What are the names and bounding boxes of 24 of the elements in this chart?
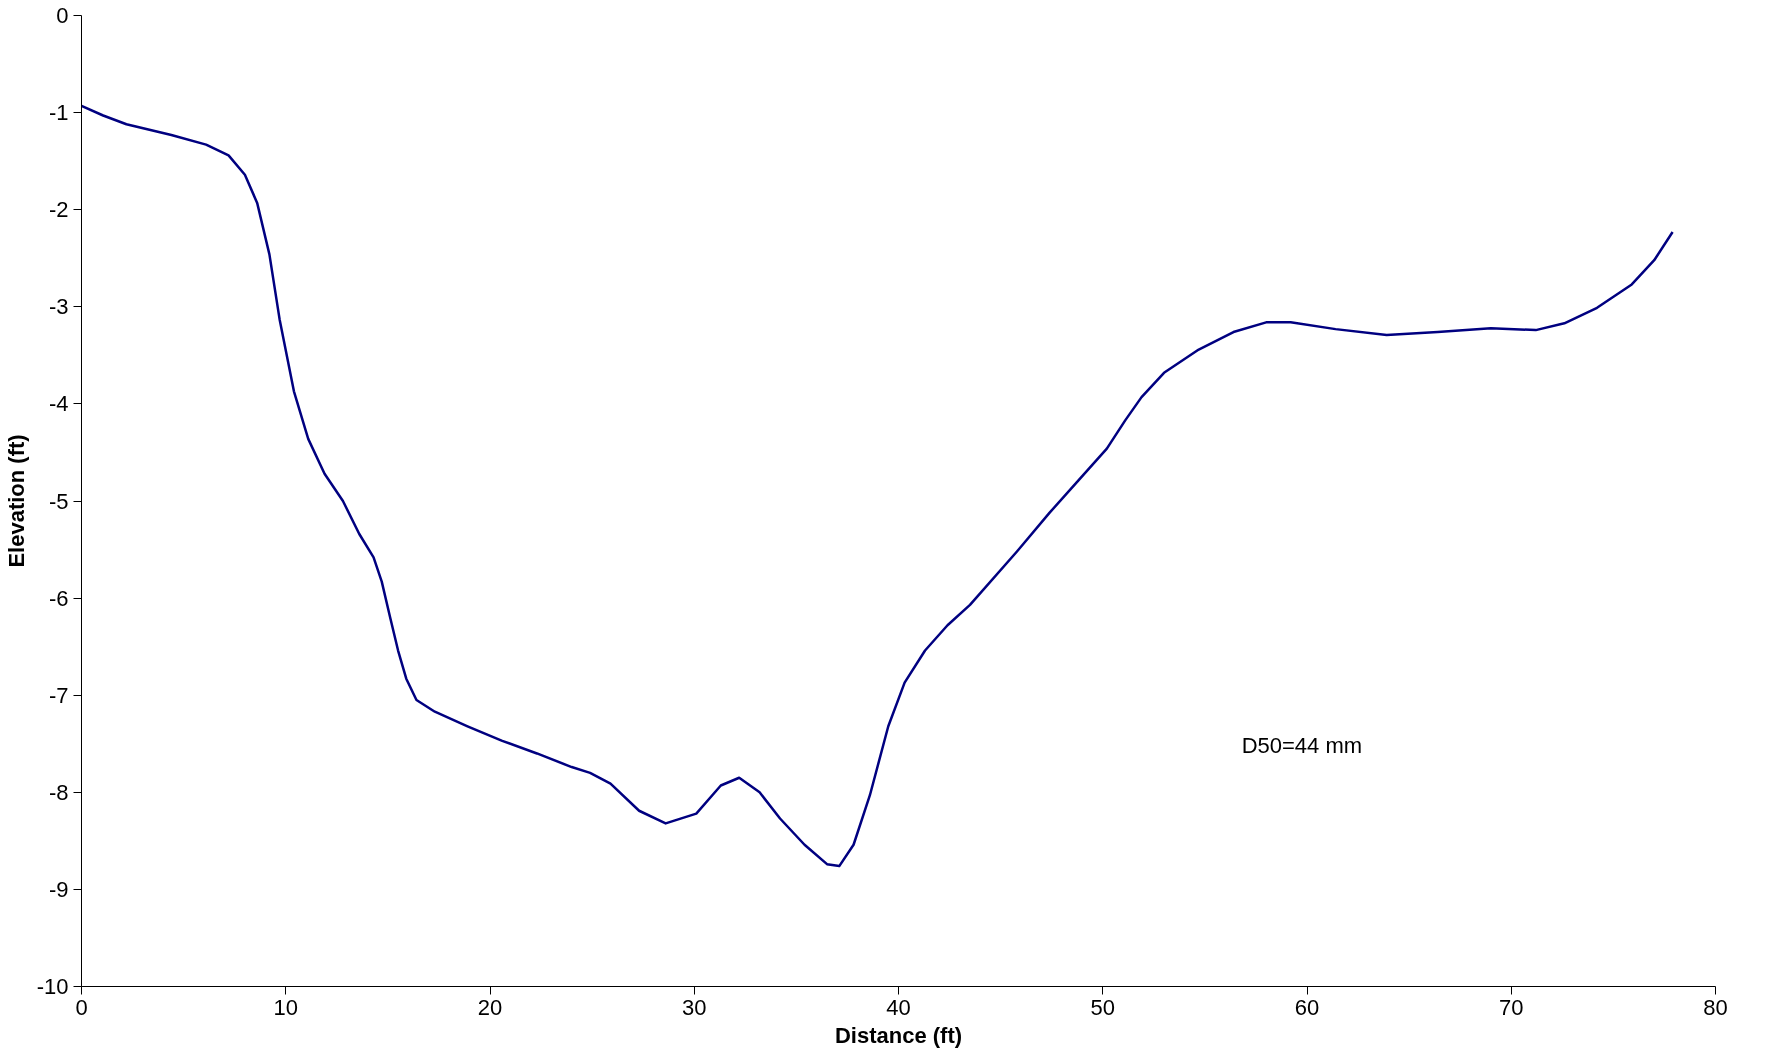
x-axis-title: Distance (ft) bbox=[834, 1022, 963, 1048]
x-tick-label: 50 bbox=[1090, 994, 1115, 1020]
y-tick-label: -7 bbox=[48, 682, 69, 708]
y-tick-label: -6 bbox=[48, 585, 69, 611]
y-tick-label: -8 bbox=[48, 779, 69, 805]
y-tick-label: -5 bbox=[48, 488, 69, 514]
y-tick-label: -9 bbox=[48, 876, 69, 902]
x-tick-label: 80 bbox=[1703, 994, 1728, 1020]
line-series bbox=[81, 104, 1674, 868]
y-tick-label: -2 bbox=[48, 197, 69, 223]
x-tick-label: 70 bbox=[1499, 994, 1524, 1020]
y-tick-label: -10 bbox=[36, 974, 69, 999]
y-tick-label: 0 bbox=[56, 3, 69, 28]
y-axis-title: Elevation (ft) bbox=[3, 434, 29, 568]
y-tick-label: -1 bbox=[48, 100, 69, 126]
x-tick-label: 20 bbox=[477, 994, 503, 1020]
x-tick-label: 60 bbox=[1294, 994, 1320, 1020]
x-tick-label: 30 bbox=[682, 994, 707, 1020]
y-tick-label: -3 bbox=[48, 294, 69, 320]
annotation: D50=44 mm bbox=[1241, 733, 1363, 759]
x-tick-label: 0 bbox=[75, 994, 88, 1020]
x-tick-label: 10 bbox=[273, 994, 298, 1020]
x-tick-label: 40 bbox=[886, 994, 911, 1020]
y-tick-label: -4 bbox=[48, 391, 69, 417]
